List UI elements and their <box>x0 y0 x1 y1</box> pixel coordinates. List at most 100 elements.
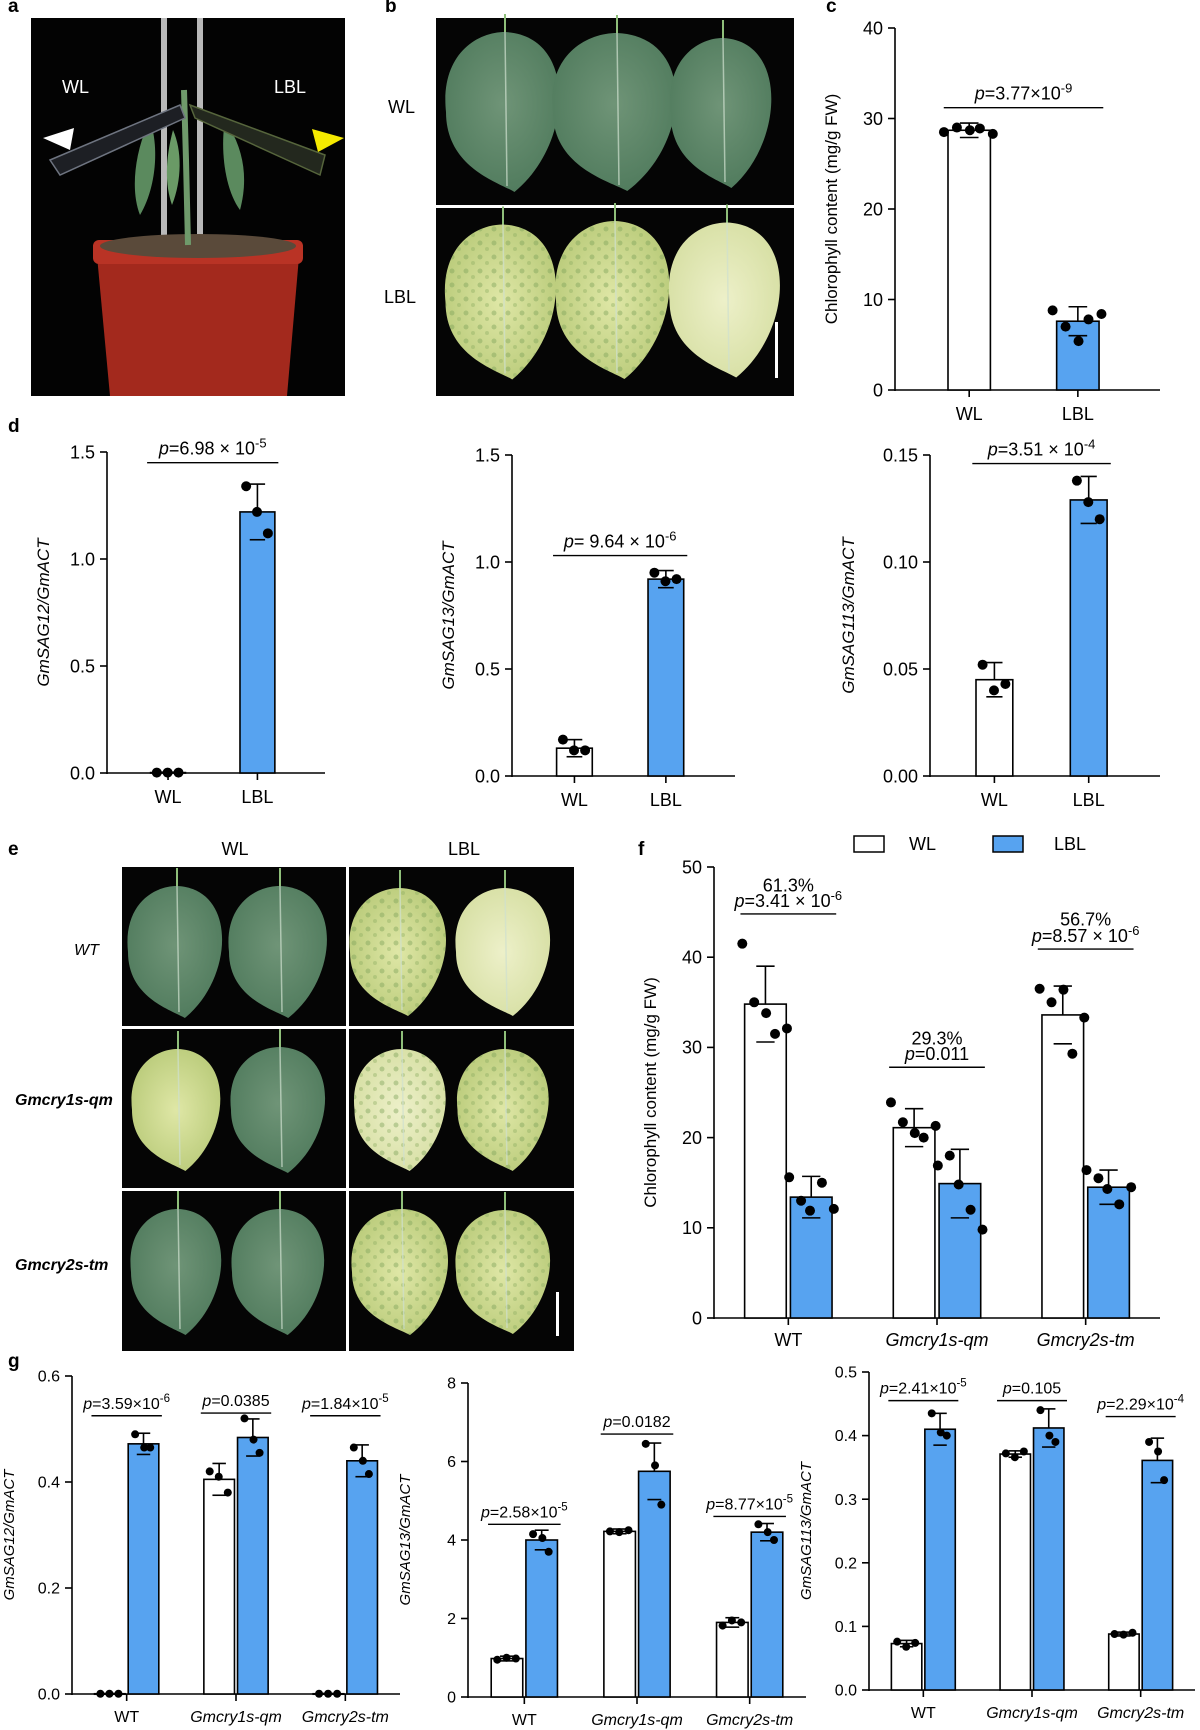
y-tick-label: 0 <box>873 380 883 400</box>
p-value-label: p=6.98 × 10-5 <box>158 436 267 459</box>
bar-wl <box>743 1003 788 1319</box>
data-point <box>918 1132 929 1143</box>
bar-lbl <box>236 1436 269 1695</box>
p-value-label: p=8.57 × 10-6 <box>1031 923 1140 946</box>
data-point <box>605 1527 614 1536</box>
data-point <box>964 125 975 136</box>
photo-b-lbl-label: LBL <box>384 287 416 307</box>
legend-wl-label: WL <box>909 834 936 854</box>
panel-label-g: g <box>8 1351 20 1372</box>
data-point <box>749 997 760 1008</box>
bar-lbl <box>1055 320 1100 391</box>
data-point <box>816 1177 827 1188</box>
panel-label-e: e <box>8 839 19 860</box>
photo-e-cry2-label: Gmcry2s-tm <box>15 1257 108 1274</box>
y-tick-label: 0.3 <box>835 1492 857 1509</box>
p-value-label: p=3.41 × 10-6 <box>734 888 843 911</box>
panel-label-f: f <box>638 839 645 860</box>
data-point <box>930 1120 941 1131</box>
data-point <box>1000 678 1011 689</box>
leaf-b-wl-2 <box>552 15 676 191</box>
x-tick-label: WL <box>981 790 1008 810</box>
leaf-e-wt-wl-1 <box>127 868 223 1018</box>
bar-lbl <box>647 578 685 777</box>
leaf-e-cry1-lbl-1 <box>353 1031 446 1171</box>
data-point <box>965 1204 976 1215</box>
data-point <box>333 1689 342 1698</box>
data-point <box>932 1160 943 1171</box>
data-point <box>911 1638 920 1647</box>
y-tick-label: 0.0 <box>38 1687 60 1704</box>
data-point <box>151 767 162 778</box>
x-tick-label: Gmcry2s-tm <box>1037 1330 1135 1350</box>
x-tick-label: WT <box>512 1712 537 1729</box>
y-axis-label: Chlorophyll content (mg/g FW) <box>822 94 841 325</box>
y-tick-label: 30 <box>682 1038 702 1058</box>
y-axis-label: GmSAG13/GmACT <box>439 540 458 690</box>
panel-label-a: a <box>8 0 19 17</box>
bar-wl <box>999 1453 1032 1691</box>
data-point <box>249 1435 258 1444</box>
data-point <box>1001 1449 1010 1458</box>
y-tick-label: 0 <box>447 1690 456 1707</box>
data-point <box>214 1472 223 1481</box>
data-point <box>502 1653 511 1662</box>
photo-e-leaves: WL LBL WT Gmcry1s-qm Gmcry2s-tm <box>15 839 574 1351</box>
y-axis-label: GmSAG113/GmACT <box>839 536 858 694</box>
data-point <box>324 1689 333 1698</box>
data-point <box>544 1547 553 1556</box>
bar-lbl <box>127 1443 160 1695</box>
photo-e-wt-label: WT <box>74 942 100 959</box>
p-value-label: p=2.58×10-5 <box>480 1501 568 1521</box>
bar-lbl <box>637 1470 671 1698</box>
data-point <box>671 574 682 585</box>
data-point <box>493 1655 502 1664</box>
bar-lbl <box>525 1539 559 1698</box>
p-value-label: p=3.51 × 10-4 <box>987 437 1096 460</box>
leaf-e-cry2-wl-1 <box>130 1191 222 1335</box>
data-point <box>974 123 985 134</box>
p-value-label: p=0.0385 <box>201 1393 269 1410</box>
data-point <box>1083 314 1094 325</box>
data-point <box>131 1430 140 1439</box>
leaf-e-cry2-lbl-2 <box>455 1192 551 1334</box>
y-tick-label: 0.4 <box>38 1475 60 1492</box>
data-point <box>718 1621 727 1630</box>
photo-a-wl-label: WL <box>62 77 89 97</box>
legend-lbl-label: LBL <box>1054 834 1086 854</box>
data-point <box>1083 497 1094 508</box>
p-value-label: p=0.105 <box>1002 1381 1061 1398</box>
leaf-b-wl-3 <box>669 20 772 188</box>
data-point <box>162 767 173 778</box>
y-tick-label: 0.00 <box>883 766 918 786</box>
data-point <box>1036 1406 1045 1415</box>
chart-g2: 0 2 4 6 8 GmSAG13/GmACT WT Gmcry1s-qm Gmcry2s-tm… <box>397 1376 806 1729</box>
data-point <box>953 1179 964 1190</box>
data-point <box>615 1528 624 1537</box>
bar-lbl <box>750 1531 784 1698</box>
p-value-label: p=0.011 <box>904 1044 969 1064</box>
photo-e-cry1-label: Gmcry1s-qm <box>15 1092 113 1109</box>
data-point <box>1051 1437 1060 1446</box>
bar-lbl <box>924 1428 957 1691</box>
data-point <box>114 1689 123 1698</box>
data-point <box>944 1150 955 1161</box>
panel-label-b: b <box>385 0 397 17</box>
leaf-e-cry2-wl-2 <box>231 1191 325 1335</box>
data-point <box>538 1534 547 1543</box>
data-point <box>241 481 252 492</box>
x-tick-label: LBL <box>650 790 682 810</box>
x-tick-label: Gmcry1s-qm <box>591 1712 683 1729</box>
data-point <box>173 767 184 778</box>
bar-wl <box>947 129 992 391</box>
y-axis-label: Chlorophyll content (mg/g FW) <box>641 977 660 1208</box>
data-point <box>805 1205 816 1216</box>
data-point <box>754 1520 763 1529</box>
panel-label-c: c <box>826 0 837 17</box>
bar-wl <box>715 1621 749 1698</box>
x-tick-label: WL <box>956 404 983 424</box>
data-point <box>987 128 998 139</box>
data-point <box>364 1470 373 1479</box>
data-point <box>942 1431 951 1440</box>
data-point <box>557 734 568 745</box>
